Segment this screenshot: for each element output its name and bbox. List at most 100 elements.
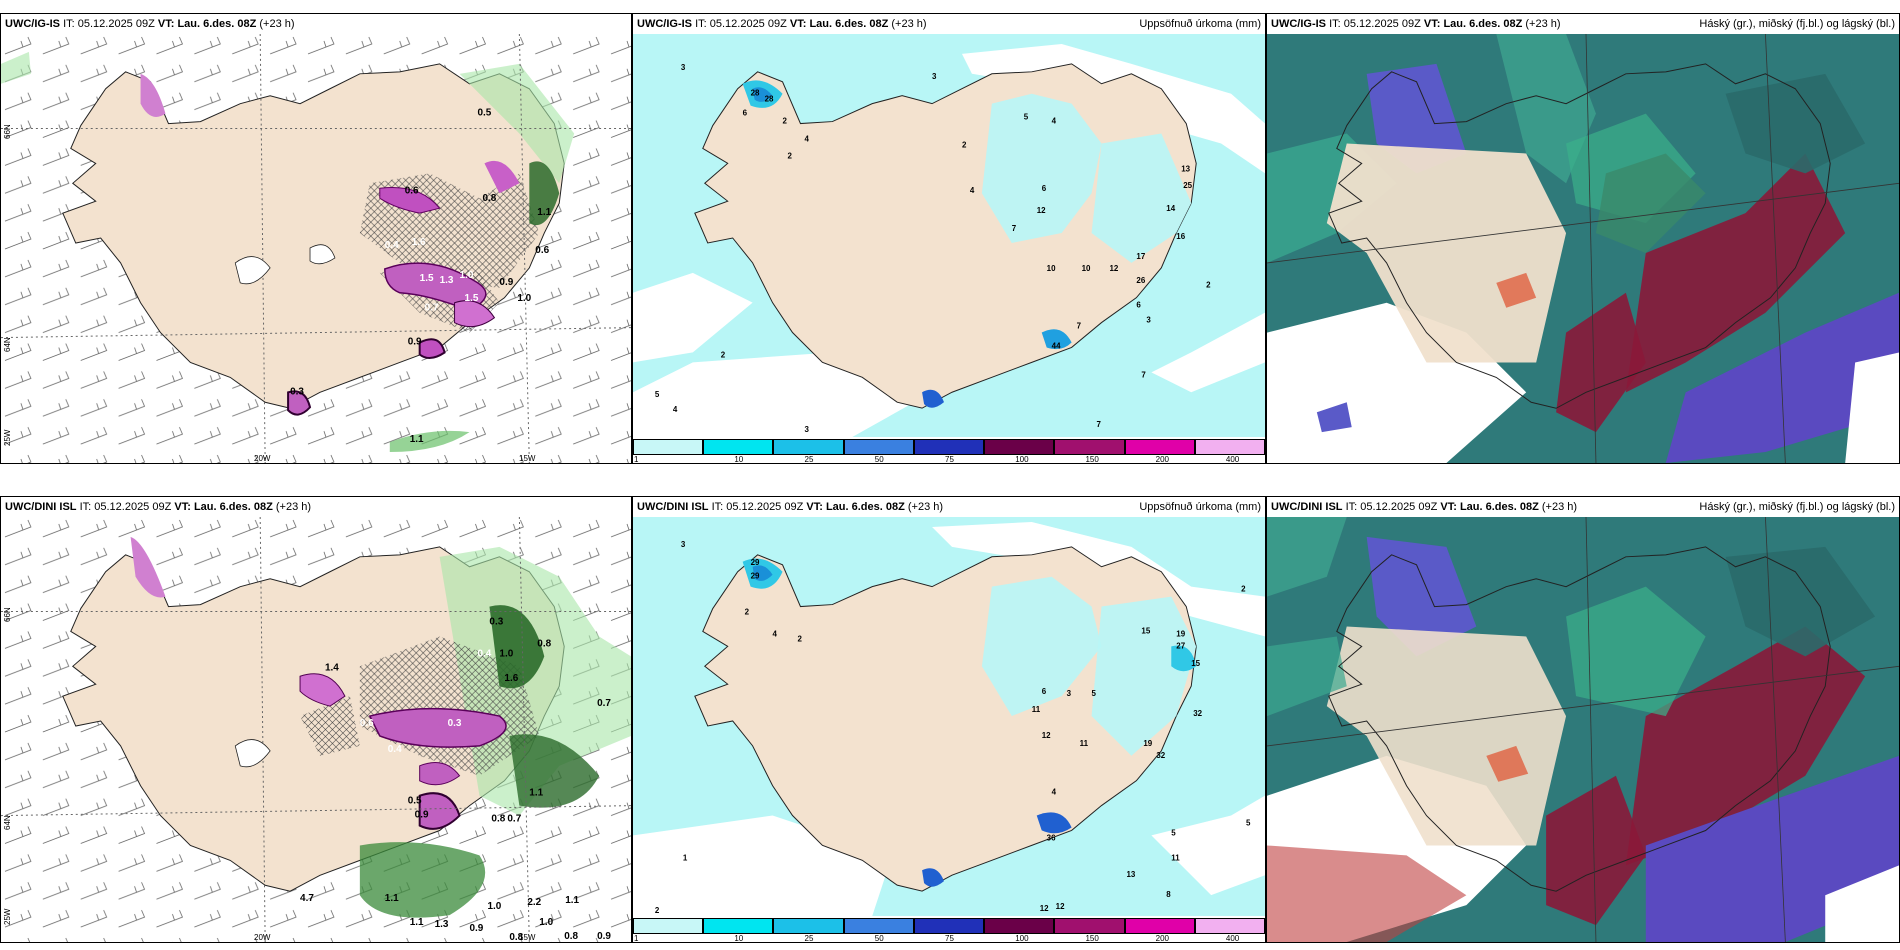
precip-value: 2 [797, 634, 802, 643]
precip-value: 4 [1052, 117, 1057, 126]
precip-label: 1.5 [420, 273, 434, 284]
colorbar-tick: 150 [1085, 934, 1099, 943]
precip-label: 0.8 [564, 931, 578, 942]
precip-value: 29 [751, 572, 760, 581]
colorbar-tick: 75 [945, 934, 954, 943]
colorbar-swatch [1124, 918, 1195, 934]
precip-value: 5 [655, 390, 660, 399]
precip-label: 1.4 [325, 662, 339, 673]
precip-value: 7 [1012, 224, 1017, 233]
wind-precip-panel-top: UWC/IG-IS IT: 05.12.2025 09Z VT: Lau. 6.… [0, 13, 632, 464]
precip-value: 5 [1092, 689, 1097, 698]
colorbar-tick: 1 [634, 934, 639, 943]
precip-value: 17 [1136, 252, 1145, 261]
panel-header: UWC/IG-IS IT: 05.12.2025 09Z VT: Lau. 6.… [1267, 14, 1899, 34]
colorbar-swatch [1054, 439, 1125, 455]
precip-colorbar: 1 10 25 50 75 100 150 200 400 [633, 916, 1265, 942]
precip-value: 13 [1181, 164, 1190, 173]
precip-label: 0.6 [535, 245, 549, 256]
colorbar-swatch [913, 918, 985, 934]
precip-label: 1.1 [565, 895, 579, 906]
wind-precip-panel-bottom: UWC/DINI ISL IT: 05.12.2025 09Z VT: Lau.… [0, 496, 632, 943]
lon-label: 15W [519, 933, 536, 942]
lat-label: 25W [3, 908, 12, 925]
precip-label: 0.8 [537, 638, 551, 649]
precip-value: 3 [681, 63, 686, 72]
precip-accum-panel-top: UWC/IG-IS IT: 05.12.2025 09Z VT: Lau. 6.… [632, 13, 1266, 464]
precip-label: 1.0 [539, 917, 553, 928]
precip-value: 12 [1109, 264, 1118, 273]
precip-value: 12 [1037, 206, 1046, 215]
precip-label: 0.7 [425, 303, 439, 314]
colorbar-tick: 200 [1155, 934, 1170, 943]
precip-label: 0.4 [477, 648, 491, 659]
precip-value: 3 [681, 540, 686, 549]
lat-label: 66N [3, 124, 12, 139]
precip-value: 3 [1067, 689, 1072, 698]
precip-value: 29 [751, 558, 760, 567]
precip-value: 36 [1047, 833, 1056, 842]
precip-value: 8 [1166, 890, 1171, 899]
panel-header: UWC/DINI ISL IT: 05.12.2025 09Z VT: Lau.… [1267, 497, 1899, 517]
precip-label: 1.0 [487, 901, 501, 912]
colorbar-swatch [633, 918, 704, 934]
precip-label: 1.1 [410, 917, 424, 928]
precip-value: 6 [1042, 687, 1047, 696]
precip-label: 1.1 [537, 207, 551, 218]
precip-value: 25 [1183, 181, 1192, 190]
colorbar-tick: 400 [1225, 455, 1240, 464]
precip-value: 4 [673, 405, 678, 414]
lat-label: 64N [3, 337, 12, 352]
panel-header: UWC/IG-IS IT: 05.12.2025 09Z VT: Lau. 6.… [1, 14, 631, 34]
cloud-panel-bottom: UWC/DINI ISL IT: 05.12.2025 09Z VT: Lau.… [1266, 496, 1900, 943]
precip-label: 0.7 [597, 698, 611, 709]
precip-value: 2 [783, 117, 788, 126]
precip-label: 1.3 [435, 919, 449, 930]
colorbar-tick: 10 [734, 934, 744, 943]
precip-label: 1.5 [465, 293, 479, 304]
colorbar-swatch [843, 439, 914, 455]
cloud-panel-top: UWC/IG-IS IT: 05.12.2025 09Z VT: Lau. 6.… [1266, 13, 1900, 464]
precip-value: 12 [1040, 904, 1049, 913]
colorbar-swatch [1194, 918, 1265, 934]
precip-value: 19 [1143, 739, 1152, 748]
precip-label: 0.9 [597, 931, 611, 942]
precip-label: 0.8 [482, 193, 496, 204]
panel-header: UWC/DINI ISL IT: 05.12.2025 09Z VT: Lau.… [633, 497, 1265, 517]
precip-value: 6 [1136, 301, 1141, 310]
precip-label: 0.9 [470, 923, 484, 934]
precip-value: 7 [1077, 322, 1082, 331]
precip-label: 0.3 [489, 617, 503, 628]
lat-label: 66N [3, 607, 12, 622]
precip-value: 6 [743, 109, 748, 118]
colorbar-tick: 50 [874, 934, 884, 943]
colorbar-swatch [1054, 918, 1125, 934]
precip-label: 1.0 [460, 270, 474, 281]
precip-value: 2 [745, 608, 750, 617]
precip-label: 1.1 [529, 788, 543, 799]
precip-value: 15 [1191, 659, 1200, 668]
colorbar-tick: 100 [1015, 934, 1029, 943]
precip-value: 2 [655, 906, 660, 915]
colorbar-swatch [703, 918, 774, 934]
precip-label: 0.5 [477, 108, 491, 119]
panel-header: UWC/IG-IS IT: 05.12.2025 09Z VT: Lau. 6.… [633, 14, 1265, 34]
precip-value: 27 [1176, 641, 1185, 650]
precip-label: 4.7 [300, 893, 314, 904]
map-precip-accum: 3 29 29 2 4 2 6 3 5 11 12 11 15 19 27 15… [633, 517, 1265, 916]
precip-value: 4 [1052, 788, 1057, 797]
precip-value: 4 [804, 134, 809, 143]
precip-label: 0.3 [448, 718, 462, 729]
precip-accum-panel-bottom: UWC/DINI ISL IT: 05.12.2025 09Z VT: Lau.… [632, 496, 1266, 943]
precip-label: 0.4 [388, 744, 402, 755]
map-wind-precip: 0.5 0.6 0.8 1.0 1.3 0.9 1.5 0.7 0.4 0.6 … [1, 34, 631, 463]
precip-value: 26 [1136, 276, 1145, 285]
precip-value: 4 [773, 629, 778, 638]
colorbar-tick: 100 [1015, 455, 1029, 464]
precip-value: 11 [1080, 739, 1089, 748]
colorbar-tick: 200 [1155, 455, 1170, 464]
precip-value: 3 [932, 72, 937, 81]
precip-label: 0.3 [290, 386, 304, 397]
precip-value: 28 [765, 95, 774, 104]
colorbar-swatch [1194, 439, 1265, 455]
